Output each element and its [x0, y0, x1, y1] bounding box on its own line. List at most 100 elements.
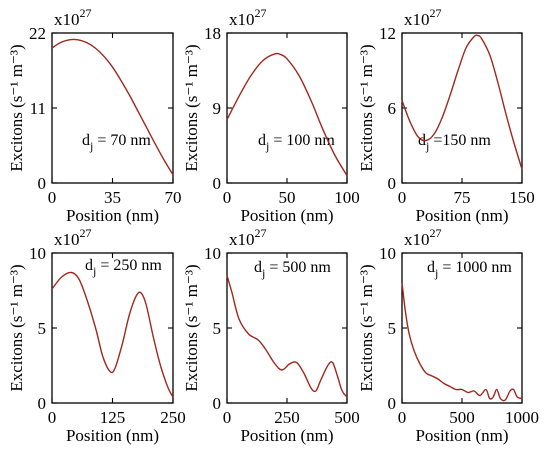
x-axis-label: Position (nm) [66, 206, 159, 225]
x-tick-label: 125 [100, 408, 126, 427]
y-multiplier-exponent: 27 [255, 6, 267, 20]
y-tick-label: 0 [213, 394, 222, 413]
plot-frame [51, 252, 174, 404]
y-multiplier-base: x10 [404, 230, 430, 249]
x-tick-label: 0 [48, 408, 57, 427]
annotation-value: = 100 nm [273, 132, 335, 149]
y-axis-label: Excitons (s⁻¹ m⁻³) [357, 264, 376, 391]
y-tick-label: 0 [388, 174, 397, 193]
annotation-value: =150 nm [433, 132, 491, 149]
annotation-value: = 70 nm [97, 132, 151, 149]
y-tick-label: 5 [38, 319, 47, 338]
plot-frame [51, 32, 174, 184]
panel-3: 0 75 150 0 6 12 x1027 Position (nm) Excitons (s⁻… [357, 6, 535, 225]
panel-2: 0 50 100 0 9 18 x1027 Position (nm) Excitons (s⁻… [182, 6, 360, 225]
y-axis-label: Excitons (s⁻¹ m⁻³) [7, 44, 26, 171]
x-tick-label: 0 [223, 408, 232, 427]
thickness-annotation: dj = 250 nm [85, 257, 162, 278]
x-axis-label: Position (nm) [66, 426, 159, 445]
y-multiplier: x1027 [54, 6, 92, 29]
x-tick-label: 150 [509, 188, 535, 207]
y-tick-label: 6 [388, 99, 397, 118]
annotation-subscript: j [92, 264, 96, 278]
annotation-symbol: d [85, 257, 93, 274]
x-tick-label: 0 [48, 188, 57, 207]
y-multiplier-base: x10 [404, 10, 430, 29]
x-tick-label: 500 [334, 408, 360, 427]
annotation-symbol: d [254, 259, 262, 276]
y-multiplier: x1027 [404, 6, 442, 29]
y-tick-label: 5 [213, 319, 222, 338]
y-axis-label: Excitons (s⁻¹ m⁻³) [7, 264, 26, 391]
thickness-annotation: dj = 70 nm [82, 132, 151, 153]
y-tick-label: 0 [38, 394, 47, 413]
y-tick-label: 12 [379, 24, 396, 43]
y-multiplier-base: x10 [54, 230, 80, 249]
series-line [401, 282, 523, 402]
y-multiplier-base: x10 [229, 230, 255, 249]
series-line [51, 38, 174, 176]
y-multiplier-exponent: 27 [255, 226, 267, 240]
y-axis-label: Excitons (s⁻¹ m⁻³) [182, 264, 201, 391]
x-axis-label: Position (nm) [240, 426, 333, 445]
y-multiplier: x1027 [404, 226, 442, 249]
x-tick-label: 75 [454, 188, 471, 207]
annotation-subscript: j [425, 139, 429, 153]
y-multiplier-base: x10 [54, 10, 80, 29]
y-tick-label: 10 [204, 244, 221, 263]
x-tick-label: 250 [274, 408, 300, 427]
x-tick-label: 0 [223, 188, 232, 207]
x-tick-label: 50 [279, 188, 296, 207]
annotation-subscript: j [261, 266, 265, 280]
annotation-value: = 500 nm [269, 259, 331, 276]
thickness-annotation: dj =150 nm [418, 132, 491, 153]
y-tick-label: 5 [388, 319, 397, 338]
annotation-subscript: j [89, 139, 93, 153]
x-tick-label: 250 [160, 408, 186, 427]
y-multiplier-exponent: 27 [430, 226, 442, 240]
annotation-value: = 1000 nm [442, 259, 512, 276]
x-tick-label: 35 [104, 188, 121, 207]
thickness-annotation: dj = 100 nm [258, 132, 335, 153]
panel-4: 0 125 250 0 5 10 x1027 Position (nm) Excitons (s… [7, 226, 186, 445]
x-tick-label: 1000 [505, 408, 539, 427]
x-axis-label: Position (nm) [240, 206, 333, 225]
y-tick-label: 10 [379, 244, 396, 263]
y-multiplier-base: x10 [229, 10, 255, 29]
annotation-symbol: d [258, 132, 266, 149]
y-multiplier-exponent: 27 [430, 6, 442, 20]
y-tick-label: 9 [213, 99, 222, 118]
annotation-subscript: j [434, 266, 438, 280]
y-tick-label: 11 [30, 99, 46, 118]
series-line [51, 271, 174, 398]
y-multiplier-exponent: 27 [80, 6, 92, 20]
y-tick-label: 10 [29, 244, 46, 263]
series-line [226, 52, 348, 176]
x-tick-label: 100 [334, 188, 360, 207]
y-tick-label: 22 [29, 24, 46, 43]
panel-1: 0 35 70 0 11 22 x1027 Position (nm) Excitons (s⁻… [7, 6, 182, 225]
thickness-annotation: dj = 500 nm [254, 259, 331, 280]
x-axis-label: Position (nm) [415, 206, 508, 225]
x-tick-label: 500 [449, 408, 475, 427]
y-tick-label: 18 [204, 24, 221, 43]
annotation-subscript: j [265, 139, 269, 153]
y-multiplier: x1027 [229, 6, 267, 29]
annotation-symbol: d [427, 259, 435, 276]
y-tick-label: 0 [388, 394, 397, 413]
x-tick-label: 0 [398, 408, 407, 427]
series-line [401, 34, 523, 170]
y-multiplier: x1027 [54, 226, 92, 249]
annotation-value: = 250 nm [100, 257, 162, 274]
series-line [226, 275, 348, 398]
x-tick-label: 70 [165, 188, 182, 207]
panel-6: 0 500 1000 0 5 10 x1027 Position (nm) Excitons (… [357, 226, 539, 445]
y-multiplier: x1027 [229, 226, 267, 249]
y-tick-label: 0 [38, 174, 47, 193]
y-axis-label: Excitons (s⁻¹ m⁻³) [182, 44, 201, 171]
x-axis-label: Position (nm) [415, 426, 508, 445]
y-tick-label: 0 [213, 174, 222, 193]
y-multiplier-exponent: 27 [80, 226, 92, 240]
y-axis-label: Excitons (s⁻¹ m⁻³) [357, 44, 376, 171]
